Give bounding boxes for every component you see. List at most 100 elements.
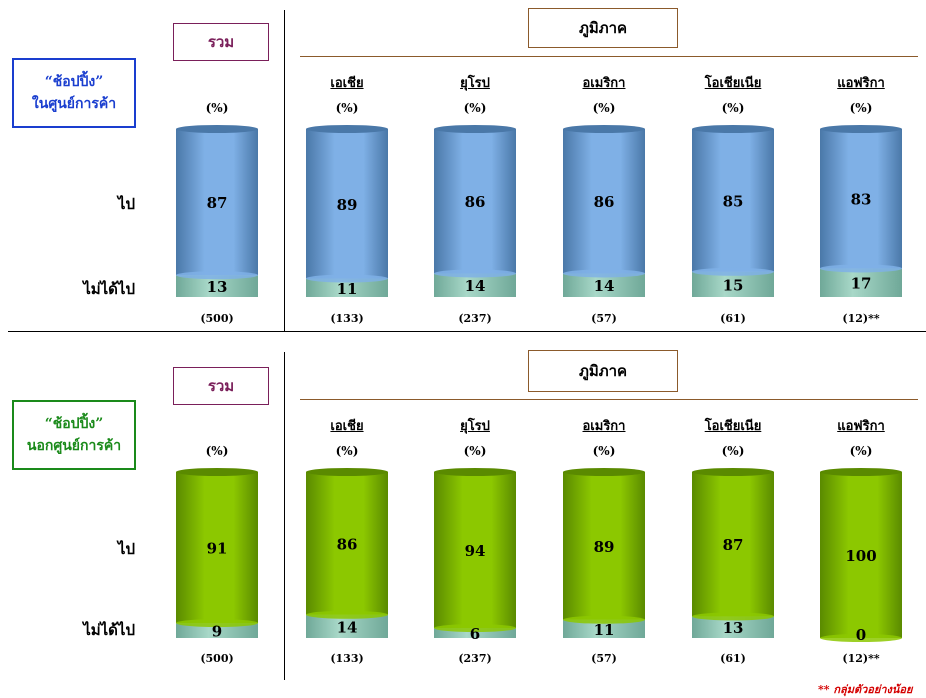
bar-go [692,129,774,272]
column-pct-label: (%) [592,101,616,115]
bar-split [820,264,902,273]
section2-divider [284,352,285,680]
column-pct-label: (%) [463,444,487,458]
bar-notgo-label: 17 [851,275,872,293]
column-pct-label: (%) [335,444,359,458]
section2-total-box: รวม [173,367,269,405]
column-pct-label: (%) [849,444,873,458]
bar-cap [434,468,516,476]
bar-split [692,612,774,621]
bar-go-label: 91 [207,540,228,558]
bar-notgo-label: 0 [856,626,866,644]
section1-divider [284,10,285,332]
bar-go-label: 85 [723,192,744,210]
bar-cap [563,468,645,476]
column-base: (237) [458,312,492,325]
bar-notgo [563,619,645,638]
bar-go [563,472,645,620]
bar-notgo-label: 14 [594,277,615,295]
column-label: โอเชียเนีย [704,76,762,91]
column-base: (12)** [842,312,880,325]
bar-notgo [563,273,645,297]
bar-notgo [692,616,774,638]
bar-split [176,271,258,280]
section2-row-notgo: ไม่ได้ไป [83,621,135,639]
bar-split [306,274,388,283]
bar-notgo [434,273,516,297]
column-base: (133) [330,652,364,665]
bar-notgo-label: 14 [465,277,486,295]
bar-notgo-label: 11 [337,280,358,298]
bar-cap [434,125,516,133]
bar-go [176,129,258,276]
column-base: (57) [591,312,617,325]
bar-cap [306,125,388,133]
bar-go-label: 87 [723,536,744,554]
column-base: (12)** [842,652,880,665]
section-separator [8,331,926,332]
bar-go [434,472,516,629]
bar-split [820,634,902,642]
section1-region-rule [300,56,918,57]
section2-region-box: ภูมิภาค [528,350,678,392]
footnote: ** กลุ่มตัวอย่างน้อย [818,683,913,696]
bar-go [176,472,258,624]
column-base: (500) [200,312,234,325]
column-pct-label: (%) [849,101,873,115]
column-label: อเมริกา [582,76,626,91]
bar-split [434,624,516,633]
bar-notgo [434,628,516,638]
bar-split [563,615,645,624]
bar-split [692,267,774,276]
bar-cap [692,468,774,476]
section2-row-go: ไป [117,540,135,558]
section1-title-line2: ในศูนย์การค้า [31,96,117,112]
bar-go-label: 83 [851,191,872,209]
bar-go-label: 87 [207,194,228,212]
section1-row-go: ไป [117,195,135,213]
column-label: แอฟริกา [837,419,885,434]
bar-split [563,269,645,278]
bar-cap [563,125,645,133]
section1-total-label: รวม [207,33,235,51]
column-label: เอเชีย [330,76,364,91]
column-pct-label: (%) [205,101,229,115]
bar-go [692,472,774,617]
bar-cap [306,468,388,476]
column-base: (61) [720,312,746,325]
bar-go [563,129,645,274]
section1-region-box: ภูมิภาค [528,8,678,48]
section1-region-label: ภูมิภาค [578,19,628,37]
bar-notgo-label: 13 [723,619,744,637]
bar-notgo-label: 9 [212,623,222,641]
column-base: (133) [330,312,364,325]
column-label: เอเชีย [330,419,364,434]
bar-split [176,619,258,628]
bar-cap [820,468,902,476]
bar-notgo-label: 11 [594,621,615,639]
bar-split [434,269,516,278]
bar-go [820,129,902,269]
column-pct-label: (%) [592,444,616,458]
section2-title-line2: นอกศูนย์การค้า [26,438,122,454]
bar-go-label: 86 [465,193,486,211]
bar-go-label: 94 [465,542,486,560]
bar-notgo [176,623,258,638]
bar-go-label: 100 [845,547,876,565]
section2-total-label: รวม [207,377,235,395]
column-pct-label: (%) [721,444,745,458]
bar-go [434,129,516,274]
section2-region-rule [300,399,918,400]
column-base: (237) [458,652,492,665]
column-label: ยุโรป [460,419,490,434]
column-pct-label: (%) [721,101,745,115]
section2-region-label: ภูมิภาค [578,362,628,380]
column-label: โอเชียเนีย [704,419,762,434]
bar-notgo-label: 15 [723,276,744,294]
bar-cap [176,125,258,133]
bar-notgo [820,268,902,297]
section1-row-notgo: ไม่ได้ไป [83,280,135,298]
bar-split [306,610,388,619]
bar-go [820,472,902,638]
